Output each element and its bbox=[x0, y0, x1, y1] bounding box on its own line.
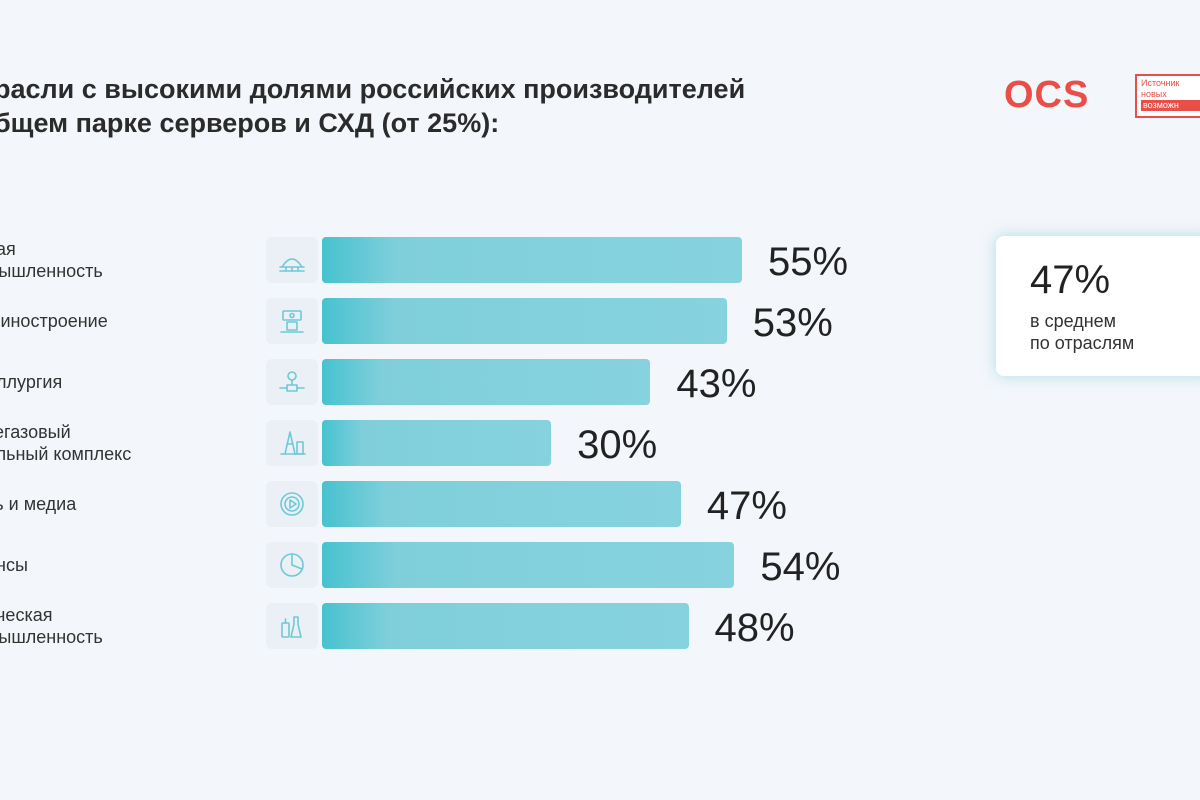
machine-icon bbox=[266, 298, 318, 344]
bar-value-label: 53% bbox=[752, 301, 833, 345]
category-label-line: тегазовый bbox=[0, 422, 71, 442]
category-label: ическаямышленность bbox=[0, 604, 236, 648]
category-label-line: ная bbox=[0, 239, 16, 259]
bar bbox=[322, 542, 735, 588]
bar bbox=[322, 237, 742, 283]
category-label-line: ансы bbox=[0, 555, 28, 575]
logo-tagline-line-3: возможн bbox=[1141, 100, 1200, 111]
average-label: в среднем по отраслям bbox=[1030, 310, 1134, 354]
logo-wordmark: OCS bbox=[1004, 74, 1090, 116]
category-label: ансы bbox=[0, 554, 236, 576]
category-label: шиностроение bbox=[0, 310, 236, 332]
bar-value-label: 30% bbox=[577, 423, 658, 467]
chart-title-line-1: расли с высокими долями российских произ… bbox=[0, 74, 746, 104]
category-label-line: ическая bbox=[0, 605, 53, 625]
average-card: 47% в среднем по отраслям bbox=[996, 236, 1200, 376]
bar-value-label: 54% bbox=[760, 545, 841, 589]
bar bbox=[322, 420, 552, 466]
bar bbox=[322, 481, 681, 527]
pie-chart-icon bbox=[266, 542, 318, 588]
bar-value-label: 43% bbox=[676, 362, 757, 406]
category-label-line: ольный комплекс bbox=[0, 444, 132, 464]
flask-bottles-icon bbox=[266, 603, 318, 649]
average-label-line-2: по отраслям bbox=[1030, 333, 1135, 353]
category-label: ная мышленность bbox=[0, 238, 236, 282]
logo-tagline-line-2: новых bbox=[1141, 89, 1167, 99]
logo-tagline: Источник новых возможн bbox=[1135, 74, 1200, 118]
oil-rig-icon bbox=[266, 420, 318, 466]
bar bbox=[322, 359, 651, 405]
bar-value-label: 55% bbox=[768, 240, 849, 284]
bar-value-label: 47% bbox=[706, 484, 787, 528]
play-circle-icon bbox=[266, 481, 318, 527]
dome-building-icon bbox=[266, 237, 318, 283]
category-label-line: мышленность bbox=[0, 627, 103, 647]
chart-title-line-2: бщем парке серверов и СХД (от 25%): bbox=[0, 108, 500, 138]
average-label-line-1: в среднем bbox=[1030, 311, 1117, 331]
valve-pipes-icon bbox=[266, 359, 318, 405]
category-label: зь и медиа bbox=[0, 493, 236, 515]
category-label-line: зь и медиа bbox=[0, 494, 77, 514]
chart-title: расли с высокими долями российских произ… bbox=[0, 72, 834, 140]
category-label: тегазовыйольный комплекс bbox=[0, 421, 236, 465]
category-label-line: шиностроение bbox=[0, 311, 108, 331]
bar bbox=[322, 298, 727, 344]
ocs-logo: OCS Источник новых возможн bbox=[1004, 72, 1200, 120]
category-label-line: аллургия bbox=[0, 372, 63, 392]
bar-value-label: 48% bbox=[714, 606, 795, 650]
bar bbox=[322, 603, 689, 649]
average-value: 47% bbox=[1030, 258, 1111, 302]
logo-tagline-line-1: Источник bbox=[1141, 78, 1180, 88]
category-label: аллургия bbox=[0, 371, 236, 393]
category-label-line: мышленность bbox=[0, 261, 103, 281]
